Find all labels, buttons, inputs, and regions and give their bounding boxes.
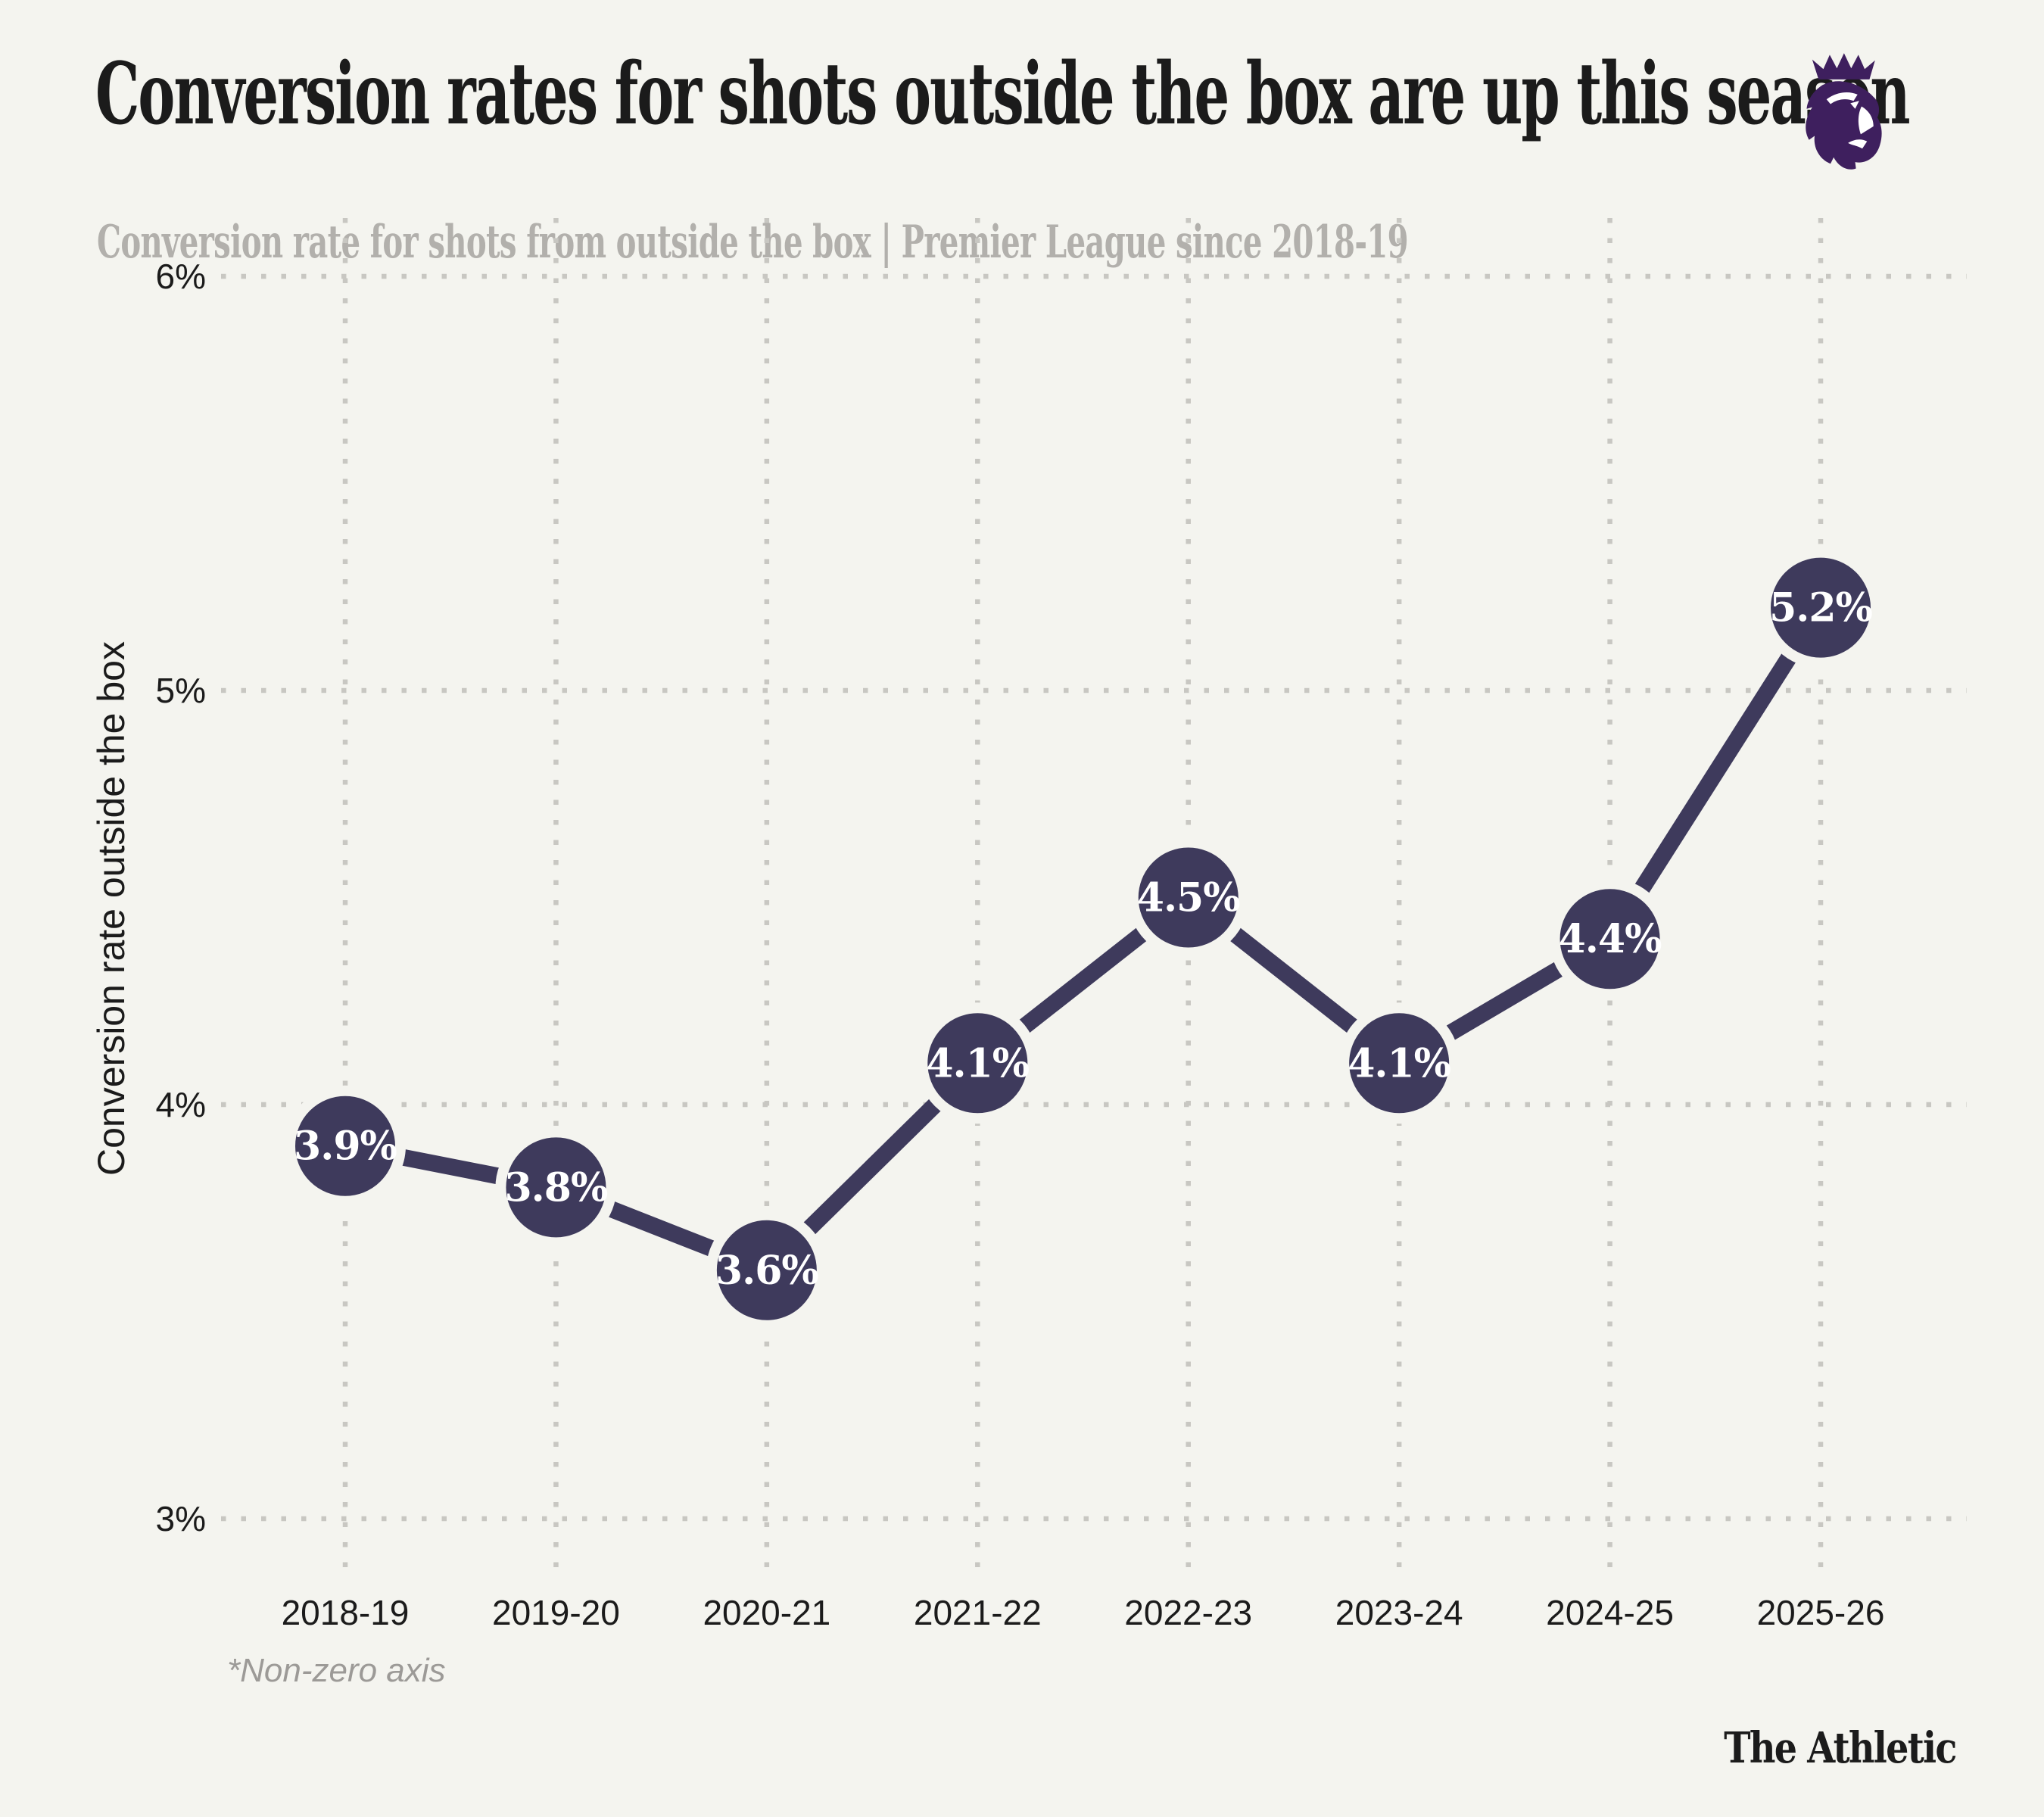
data-point-2025-26 bbox=[1760, 547, 1882, 669]
data-point-2024-25 bbox=[1549, 878, 1671, 1000]
x-tick-label-2024-25: 2024-25 bbox=[1546, 1593, 1674, 1632]
the-athletic-wordmark: The Athletic bbox=[1724, 1723, 1957, 1773]
x-tick-label-2020-21: 2020-21 bbox=[703, 1593, 830, 1632]
y-axis-title: Conversion rate outside the box bbox=[90, 641, 132, 1176]
x-tick-label-2022-23: 2022-23 bbox=[1124, 1593, 1252, 1632]
premier-league-lion-icon bbox=[1806, 53, 1882, 170]
page-title: Conversion rates for shots outside the b… bbox=[95, 45, 1911, 144]
non-zero-axis-footnote: *Non-zero axis bbox=[227, 1652, 446, 1689]
data-point-label-2022-23: 4.5% bbox=[1137, 875, 1240, 921]
premier-league-logo bbox=[1799, 53, 1894, 173]
data-point-2021-22 bbox=[917, 1002, 1039, 1124]
data-point-2019-20 bbox=[495, 1127, 617, 1248]
y-tick-label-6: 6% bbox=[156, 257, 206, 296]
data-point-2020-21 bbox=[706, 1209, 827, 1331]
data-point-label-2025-26: 5.2% bbox=[1769, 585, 1872, 631]
data-point-label-2021-22: 4.1% bbox=[926, 1040, 1029, 1086]
y-tick-label-4: 4% bbox=[156, 1085, 206, 1124]
x-tick-label-2019-20: 2019-20 bbox=[492, 1593, 620, 1632]
data-point-2022-23 bbox=[1127, 837, 1249, 958]
data-point-label-2018-19: 3.9% bbox=[294, 1124, 397, 1170]
x-tick-label-2023-24: 2023-24 bbox=[1335, 1593, 1463, 1632]
line-segment-2024-25-to-2025-26 bbox=[1603, 603, 1828, 944]
x-tick-label-2018-19: 2018-19 bbox=[282, 1593, 410, 1632]
data-point-2023-24 bbox=[1338, 1002, 1460, 1124]
data-point-label-2023-24: 4.1% bbox=[1348, 1040, 1450, 1086]
x-tick-label-2025-26: 2025-26 bbox=[1757, 1593, 1885, 1632]
data-point-label-2019-20: 3.8% bbox=[504, 1164, 607, 1211]
y-tick-label-3: 3% bbox=[156, 1499, 206, 1538]
x-tick-label-2021-22: 2021-22 bbox=[914, 1593, 1042, 1632]
data-point-2018-19 bbox=[285, 1085, 406, 1207]
y-tick-label-5: 5% bbox=[156, 671, 206, 710]
data-point-label-2020-21: 3.6% bbox=[715, 1248, 818, 1294]
data-point-label-2024-25: 4.4% bbox=[1559, 916, 1662, 962]
